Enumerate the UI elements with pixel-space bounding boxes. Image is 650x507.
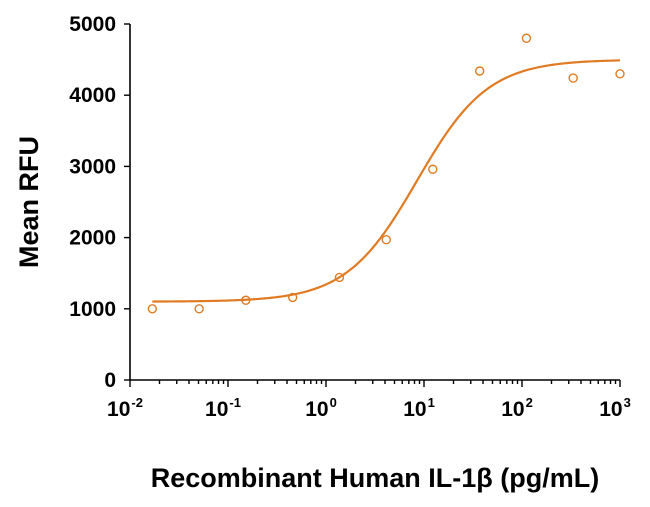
y-tick-label: 5000 — [69, 13, 116, 36]
fit-curve — [152, 59, 621, 303]
data-point — [568, 73, 578, 83]
data-point — [334, 272, 345, 283]
x-ticks: 10-2 10-1 100 101 102 103 — [107, 380, 631, 421]
x-tick-label: 103 — [599, 395, 631, 421]
data-points — [147, 33, 625, 314]
y-tick-label: 0 — [104, 369, 116, 392]
x-tick-label: 10-1 — [205, 395, 241, 421]
data-point — [428, 164, 438, 174]
x-tick-label: 102 — [501, 395, 533, 421]
y-ticks: 0 1000 2000 3000 4000 5000 — [69, 13, 130, 392]
data-point — [474, 66, 485, 76]
data-point — [194, 304, 204, 314]
y-tick-label: 2000 — [69, 227, 116, 250]
x-tick-label: 101 — [403, 395, 435, 421]
y-tick-label: 1000 — [69, 298, 116, 321]
data-point — [381, 235, 391, 245]
x-tick-label: 100 — [305, 395, 337, 421]
y-tick-label: 4000 — [69, 84, 116, 107]
axes — [129, 24, 620, 381]
data-point — [521, 33, 532, 43]
data-point — [287, 292, 298, 303]
data-point — [241, 295, 251, 305]
y-axis-title: Mean RFU — [14, 136, 44, 268]
data-point — [615, 69, 625, 79]
x-tick-label: 10-2 — [107, 395, 143, 421]
data-point — [147, 304, 158, 314]
x-axis-title: Recombinant Human IL-1β (pg/mL) — [151, 463, 599, 493]
y-tick-label: 3000 — [69, 155, 116, 178]
